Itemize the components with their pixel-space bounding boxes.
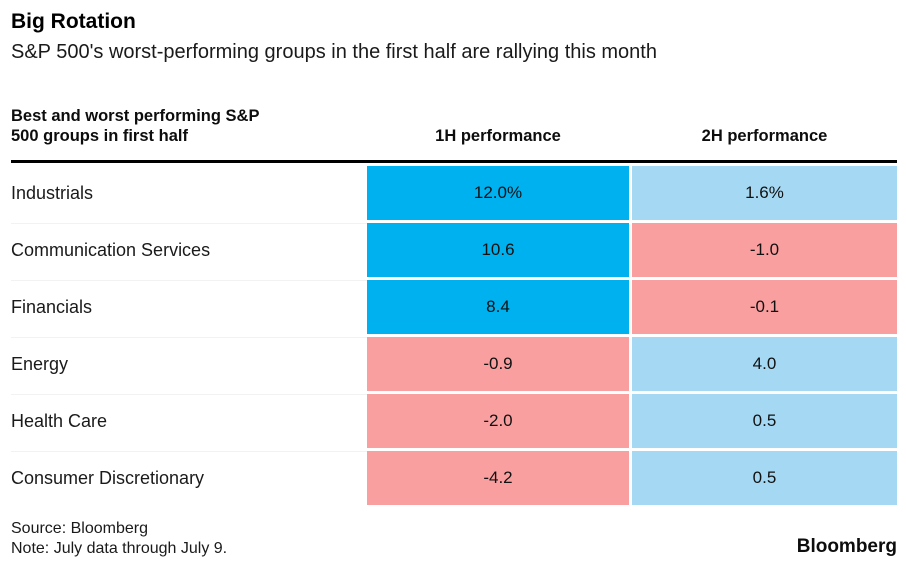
- cell-1h: 12.0%: [367, 166, 629, 220]
- chart-title: Big Rotation: [11, 10, 136, 33]
- cell-2h: -0.1: [632, 280, 897, 334]
- cell-1h: -4.2: [367, 451, 629, 505]
- cell-2h: 1.6%: [632, 166, 897, 220]
- cell-1h: -2.0: [367, 394, 629, 448]
- row-label: Consumer Discretionary: [11, 451, 367, 505]
- table-body: Industrials 12.0% 1.6% Communication Ser…: [11, 166, 897, 505]
- cell-1h: -0.9: [367, 337, 629, 391]
- table-row: Consumer Discretionary -4.2 0.5: [11, 451, 897, 505]
- note-text: Note: July data through July 9.: [11, 540, 228, 557]
- cell-2h: 4.0: [632, 337, 897, 391]
- performance-table: Best and worst performing S&P 500 groups…: [11, 106, 897, 505]
- table-row: Energy -0.9 4.0: [11, 337, 897, 391]
- col-header-groups-label: Best and worst performing S&P 500 groups…: [11, 107, 260, 145]
- table-row: Industrials 12.0% 1.6%: [11, 166, 897, 220]
- cell-2h: 0.5: [632, 451, 897, 505]
- chart-footer: Source: Bloomberg Note: July data throug…: [11, 519, 897, 559]
- cell-2h: -1.0: [632, 223, 897, 277]
- table-header-row: Best and worst performing S&P 500 groups…: [11, 106, 897, 163]
- col-header-1h: 1H performance: [435, 127, 561, 145]
- col-header-2h: 2H performance: [701, 127, 828, 145]
- row-label: Communication Services: [11, 223, 367, 277]
- row-label: Health Care: [11, 394, 367, 448]
- table-row: Communication Services 10.6 -1.0: [11, 223, 897, 277]
- table-row: Health Care -2.0 0.5: [11, 394, 897, 448]
- cell-1h: 10.6: [367, 223, 629, 277]
- row-label: Industrials: [11, 182, 94, 203]
- cell-2h: 0.5: [632, 394, 897, 448]
- row-label: Energy: [11, 337, 367, 391]
- source-text: Source: Bloomberg: [11, 520, 148, 537]
- row-label: Financials: [11, 280, 367, 334]
- col-header-groups: Best and worst performing S&P 500 groups…: [11, 106, 367, 146]
- chart-subtitle: S&P 500's worst-performing groups in the…: [11, 41, 657, 63]
- cell-1h: 8.4: [367, 280, 629, 334]
- bloomberg-logo: Bloomberg: [796, 536, 897, 557]
- source-note-block: Source: Bloomberg Note: July data throug…: [11, 519, 227, 559]
- table-row: Financials 8.4 -0.1: [11, 280, 897, 334]
